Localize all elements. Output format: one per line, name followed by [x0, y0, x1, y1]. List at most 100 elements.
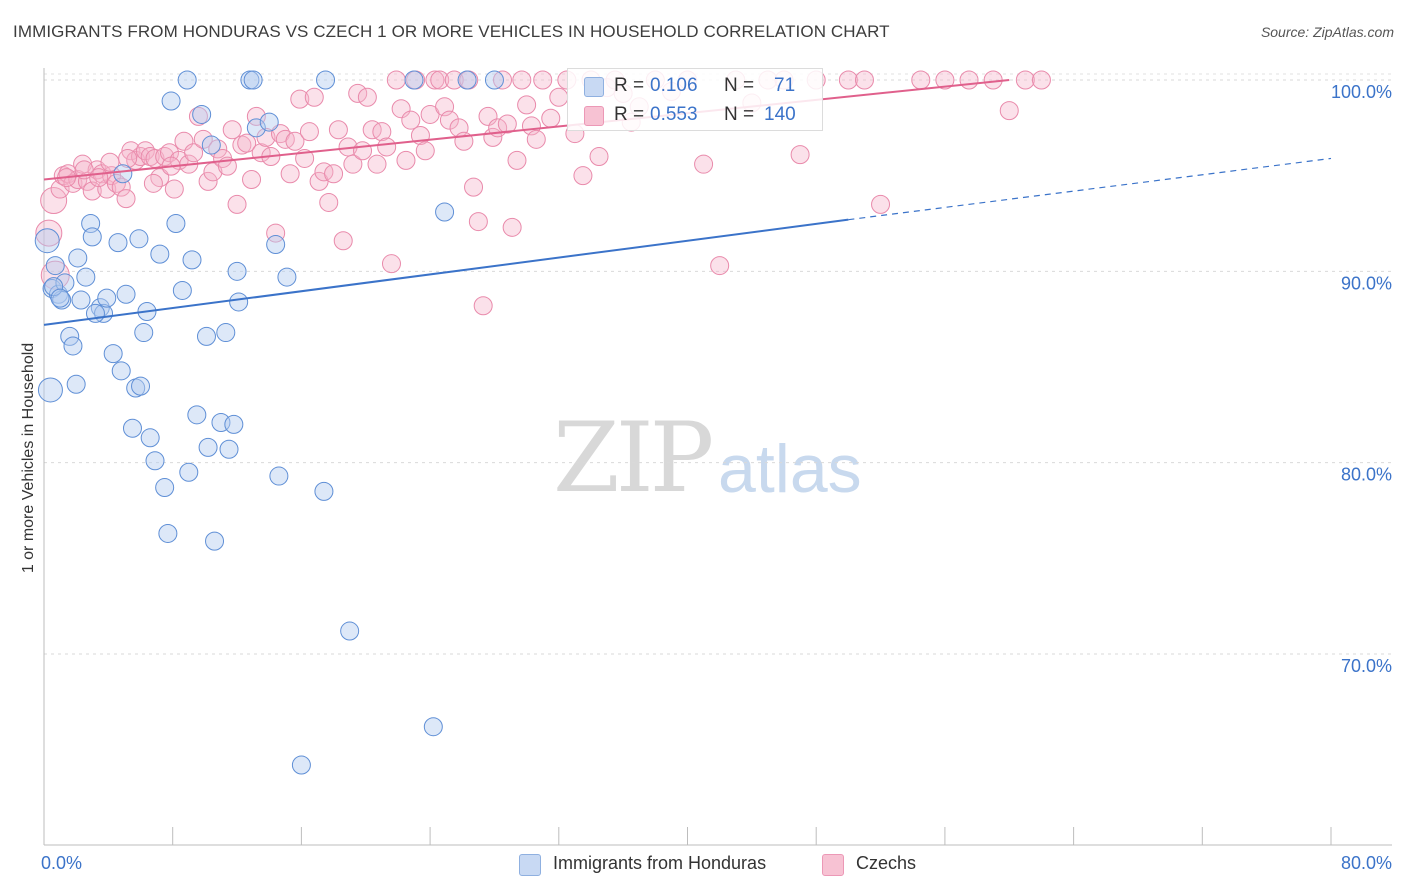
- point-czechs: [439, 110, 459, 130]
- point-czechs: [468, 212, 488, 232]
- y-tick-label: 70.0%: [1341, 656, 1392, 676]
- point-honduras: [45, 256, 65, 276]
- point-honduras: [68, 248, 88, 268]
- point-honduras: [227, 261, 247, 281]
- point-czechs: [589, 147, 609, 167]
- point-honduras: [198, 437, 218, 457]
- point-honduras: [161, 91, 181, 111]
- legend-r-label: R =: [614, 104, 645, 125]
- point-czechs: [164, 179, 184, 199]
- point-czechs: [502, 217, 522, 237]
- point-czechs: [89, 168, 109, 188]
- point-honduras: [291, 755, 311, 775]
- point-honduras: [177, 70, 197, 90]
- point-czechs: [237, 133, 257, 153]
- point-czechs: [396, 150, 416, 170]
- point-honduras: [201, 135, 221, 155]
- point-czechs: [1031, 70, 1051, 90]
- point-czechs: [121, 141, 141, 161]
- legend-r-label: R =: [614, 75, 645, 96]
- point-czechs: [290, 89, 310, 109]
- point-honduras: [44, 277, 64, 297]
- point-czechs: [935, 70, 955, 90]
- point-czechs: [517, 95, 537, 115]
- point-czechs: [386, 70, 406, 90]
- point-honduras: [97, 288, 117, 308]
- legend-r-value: 0.553: [650, 104, 698, 125]
- x-tick-label: 0.0%: [41, 853, 82, 873]
- point-czechs: [222, 120, 242, 140]
- y-tick-label: 90.0%: [1341, 273, 1392, 293]
- point-honduras: [82, 227, 102, 247]
- point-honduras: [246, 118, 266, 138]
- bottom-legend-label-honduras: Immigrants from Honduras: [553, 853, 767, 873]
- source-label: Source: ZipAtlas.com: [1260, 24, 1394, 40]
- point-honduras: [63, 336, 83, 356]
- point-honduras: [435, 202, 455, 222]
- point-czechs: [871, 194, 891, 214]
- legend-swatch-czechs: [584, 106, 604, 126]
- point-czechs: [319, 192, 339, 212]
- trend-line-czechs: [43, 79, 1010, 181]
- point-honduras: [76, 267, 96, 287]
- point-czechs: [464, 177, 484, 197]
- point-czechs: [377, 137, 397, 157]
- point-czechs: [304, 87, 324, 107]
- point-honduras: [37, 377, 63, 403]
- point-czechs: [227, 194, 247, 214]
- point-honduras: [111, 361, 131, 381]
- point-czechs: [790, 145, 810, 165]
- legend-row-czechs: R = 0.553 N = 140: [568, 100, 822, 130]
- point-czechs: [324, 164, 344, 184]
- point-czechs: [353, 141, 373, 161]
- point-czechs: [526, 129, 546, 149]
- point-czechs: [118, 148, 138, 168]
- point-honduras: [150, 244, 170, 264]
- trend-line-honduras: [43, 218, 849, 326]
- point-honduras: [66, 374, 86, 394]
- bottom-legend-label-czechs: Czechs: [856, 853, 917, 873]
- point-czechs: [911, 70, 931, 90]
- point-czechs: [242, 169, 262, 189]
- point-honduras: [316, 70, 336, 90]
- point-honduras: [50, 288, 70, 308]
- point-czechs: [299, 122, 319, 142]
- point-honduras: [484, 70, 504, 90]
- point-honduras: [140, 428, 160, 448]
- legend-swatch-honduras: [584, 77, 604, 97]
- point-czechs: [188, 106, 208, 126]
- point-honduras: [259, 112, 279, 132]
- x-tick-label: 80.0%: [1341, 853, 1392, 873]
- point-czechs: [838, 70, 858, 90]
- legend-n-label: N =: [724, 104, 755, 125]
- point-honduras: [216, 323, 236, 343]
- point-honduras: [182, 250, 202, 270]
- point-czechs: [100, 152, 120, 172]
- point-honduras: [129, 229, 149, 249]
- point-czechs: [983, 70, 1003, 90]
- chart-title: IMMIGRANTS FROM HONDURAS VS CZECH 1 OR M…: [13, 22, 890, 41]
- y-tick-label: 80.0%: [1341, 465, 1392, 485]
- point-honduras: [108, 233, 128, 253]
- point-honduras: [457, 70, 477, 90]
- point-czechs: [357, 87, 377, 107]
- correlation-legend: R = 0.106 N = 71 R = 0.553 N = 140: [567, 68, 823, 131]
- point-czechs: [198, 171, 218, 191]
- point-honduras: [131, 376, 151, 396]
- legend-n-value: 71: [774, 75, 796, 96]
- point-honduras: [155, 478, 175, 498]
- point-czechs: [343, 154, 363, 174]
- point-honduras: [103, 344, 123, 364]
- point-czechs: [1015, 70, 1035, 90]
- point-czechs: [694, 154, 714, 174]
- point-czechs: [266, 223, 286, 243]
- legend-n-value: 140: [764, 104, 796, 125]
- point-czechs: [246, 106, 266, 126]
- point-czechs: [367, 154, 387, 174]
- point-czechs: [40, 187, 68, 215]
- point-czechs: [415, 141, 435, 161]
- point-czechs: [549, 87, 569, 107]
- point-czechs: [573, 166, 593, 186]
- trend-line-honduras-dashed: [848, 157, 1332, 221]
- series-czechs: [35, 70, 1051, 316]
